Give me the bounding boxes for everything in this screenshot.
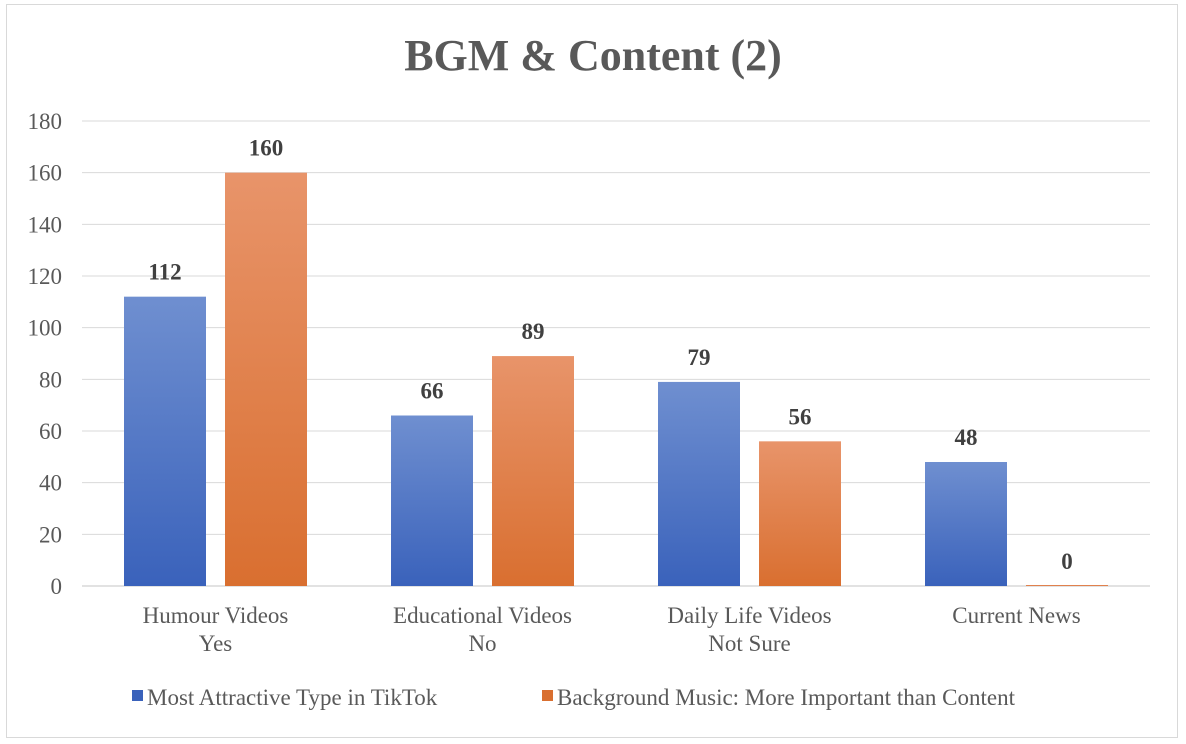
y-tick-label: 140 — [28, 212, 63, 237]
y-tick-label: 120 — [28, 264, 63, 289]
legend-swatch — [132, 690, 143, 701]
bar-series1 — [658, 381, 740, 586]
data-label: 48 — [955, 425, 978, 450]
x-tick-label: No — [468, 631, 496, 656]
y-tick-label: 60 — [39, 419, 62, 444]
y-tick-label: 160 — [28, 161, 63, 186]
legend-label: Background Music: More Important than Co… — [557, 685, 1016, 710]
data-label: 66 — [421, 379, 444, 404]
bar-series1 — [391, 415, 473, 586]
y-tick-label: 0 — [51, 574, 63, 599]
data-label: 160 — [249, 136, 284, 161]
bar-series2 — [1026, 585, 1108, 586]
x-tick-label: Current News — [952, 603, 1080, 628]
bar-series2 — [759, 441, 841, 586]
x-tick-label: Humour Videos — [143, 603, 289, 628]
y-tick-label: 20 — [39, 522, 62, 547]
y-tick-label: 100 — [28, 316, 63, 341]
data-label: 112 — [148, 260, 181, 285]
y-tick-label: 180 — [28, 109, 63, 134]
x-tick-label: Educational Videos — [393, 603, 572, 628]
legend: Most Attractive Type in TikTok Background… — [132, 685, 1016, 710]
y-tick-label: 40 — [39, 471, 62, 496]
data-label: 79 — [688, 345, 711, 370]
x-tick-label: Not Sure — [708, 631, 790, 656]
bar-series1 — [925, 462, 1007, 586]
x-tick-label: Yes — [199, 631, 233, 656]
bar-series2 — [492, 356, 574, 586]
bar-series2 — [225, 172, 307, 586]
data-label: 0 — [1061, 549, 1073, 574]
x-tick-label: Daily Life Videos — [667, 603, 831, 628]
legend-label: Most Attractive Type in TikTok — [147, 685, 438, 710]
bar-series1 — [124, 296, 206, 586]
data-label: 56 — [789, 404, 812, 429]
legend-swatch — [542, 690, 553, 701]
data-label: 89 — [522, 319, 545, 344]
chart-title: BGM & Content (2) — [404, 31, 782, 80]
y-tick-label: 80 — [39, 367, 62, 392]
